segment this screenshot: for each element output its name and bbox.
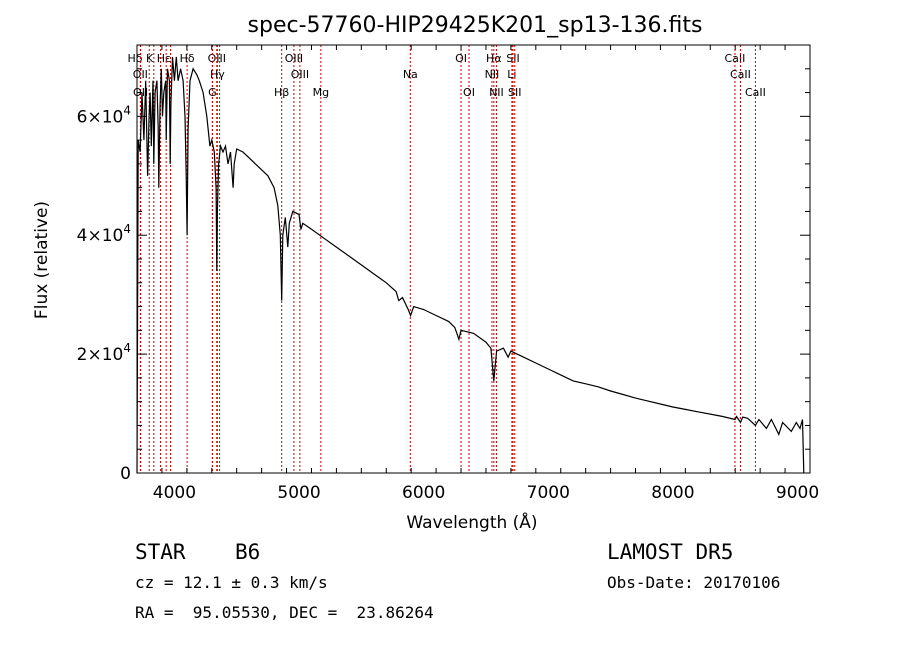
spectrum-series-line [136, 56, 805, 474]
object-class: STAR [135, 540, 186, 564]
object-subclass: B6 [235, 540, 261, 564]
chart-title: spec-57760-HIP29425K201_sp13-136.fits [248, 13, 703, 38]
y-tick-label: 0 [120, 464, 131, 484]
line-label: SII [506, 52, 519, 65]
x-tick-label: 5000 [277, 483, 320, 503]
x-tick-label: 6000 [402, 483, 445, 503]
line-label: NII [485, 68, 500, 81]
y-tick-label: 4×104 [77, 222, 131, 246]
line-label: Hα [486, 52, 502, 65]
y-tick-label: 2×104 [77, 341, 131, 365]
line-label: CaII [730, 68, 751, 81]
y-tick-mantissa: 4×10 [77, 226, 124, 246]
line-label: OIII [208, 52, 226, 65]
y-tick-mantissa: 6×10 [77, 107, 124, 127]
plot-frame [136, 44, 811, 474]
y-tick-exponent: 4 [123, 341, 131, 355]
line-label: Mg [313, 86, 329, 99]
line-label: OI [455, 52, 467, 65]
x-axis-label: Wavelength (Å) [406, 511, 537, 533]
survey-name: LAMOST DR5 [607, 540, 734, 564]
line-label: NII [489, 86, 504, 99]
line-label: Na [403, 68, 418, 81]
redshift-velocity: cz = 12.1 ± 0.3 km/s [135, 573, 328, 592]
line-label: Hδ K Hε [127, 52, 170, 65]
y-tick-label: 6×104 [77, 103, 131, 127]
x-tick-label: 4000 [153, 483, 196, 503]
y-tick-mantissa: 0 [120, 464, 131, 484]
y-tick-mantissa: 2×10 [77, 345, 124, 365]
y-tick-exponent: 4 [123, 103, 131, 117]
y-axis-label: Flux (relative) [32, 201, 52, 319]
y-tick-exponent: 4 [123, 222, 131, 236]
observation-date: Obs-Date: 20170106 [607, 573, 781, 592]
x-tick-label: 9000 [776, 483, 819, 503]
line-label: OIII [285, 52, 303, 65]
line-label: G [208, 86, 217, 99]
x-tick-label: 7000 [527, 483, 570, 503]
line-label: CaII [745, 86, 766, 99]
line-label: Hδ [180, 52, 195, 65]
line-label: SII [508, 86, 521, 99]
line-label: OIII [291, 68, 309, 81]
x-tick-label: 8000 [651, 483, 694, 503]
line-label: Hγ [210, 68, 225, 81]
line-label: Hβ [274, 86, 289, 99]
line-label: OI [463, 86, 475, 99]
line-label: CaII [725, 52, 746, 65]
ra-dec-coordinates: RA = 95.05530, DEC = 23.86264 [135, 603, 434, 622]
line-label: Li [507, 68, 516, 81]
